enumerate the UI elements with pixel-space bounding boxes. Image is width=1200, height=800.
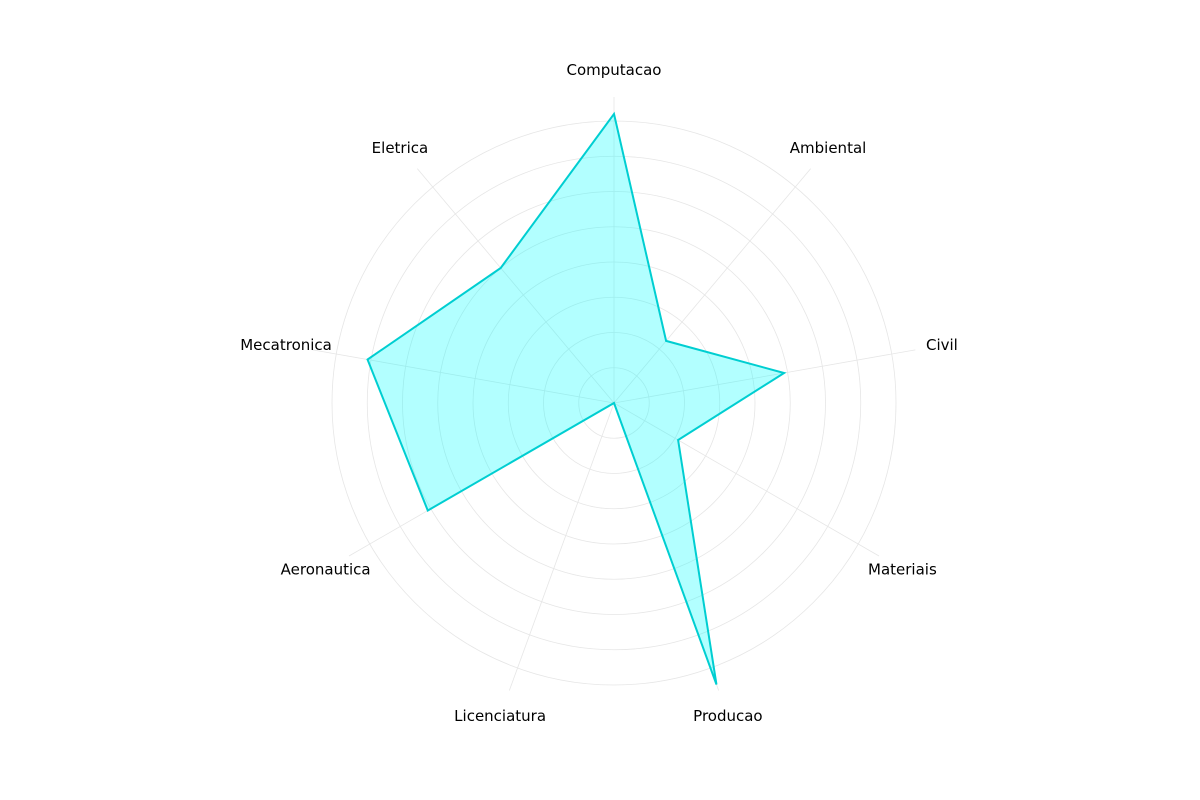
- category-labels: Computacao Ambiental Civil Materiais Produca…: [240, 61, 958, 725]
- category-label-licenciatura: Licenciatura: [454, 707, 546, 725]
- spoke-materiais: [613, 402, 880, 557]
- category-label-mecatronica: Mecatronica: [240, 336, 332, 354]
- spoke-licenciatura: [508, 402, 615, 691]
- category-label-civil: Civil: [926, 336, 958, 354]
- radar-series-layer: [366, 111, 787, 685]
- series-area-0: [366, 111, 787, 685]
- category-label-computacao: Computacao: [567, 61, 662, 79]
- category-label-aeronautica: Aeronautica: [281, 561, 371, 579]
- category-label-eletrica: Eletrica: [372, 139, 429, 157]
- spoke-civil: [613, 349, 916, 404]
- spoke-ambiental: [613, 168, 811, 404]
- spoke-eletrica: [417, 168, 615, 404]
- category-label-ambiental: Ambiental: [790, 139, 867, 157]
- radar-grid: [312, 97, 916, 691]
- category-label-producao: Producao: [693, 707, 762, 725]
- spoke-mecatronica: [312, 349, 615, 404]
- category-label-materiais: Materiais: [868, 561, 937, 579]
